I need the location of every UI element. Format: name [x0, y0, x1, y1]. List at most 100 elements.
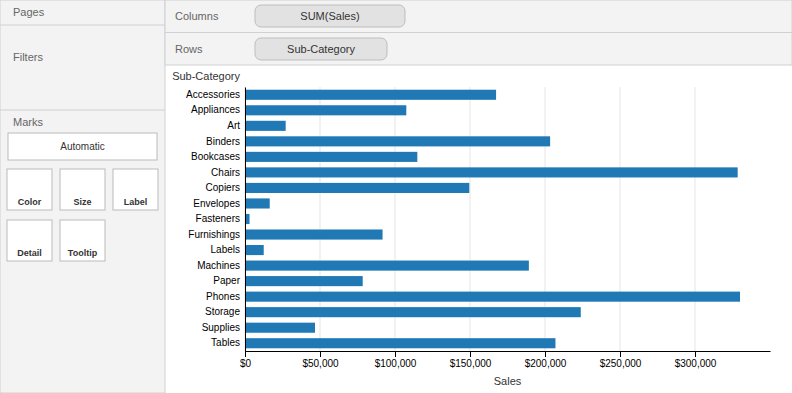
y-tick-label: Fasteners	[196, 213, 240, 224]
y-tick: Fasteners	[196, 213, 245, 224]
bar	[245, 338, 555, 348]
x-tick: $250,000	[600, 351, 642, 369]
y-tick: Machines	[197, 260, 245, 271]
y-tick: Labels	[211, 244, 245, 255]
x-tick-mark	[395, 351, 396, 357]
bar	[245, 90, 496, 100]
y-tick-label: Bookcases	[191, 151, 240, 162]
y-tick-label: Art	[227, 120, 240, 131]
x-tick-label: $50,000	[302, 358, 339, 369]
y-tick-label: Copiers	[206, 182, 240, 193]
mark-button[interactable]	[7, 220, 52, 261]
y-tick: Bookcases	[191, 151, 245, 162]
mark-button[interactable]	[60, 220, 105, 261]
y-tick-label: Storage	[205, 306, 240, 317]
y-tick: Tables	[211, 337, 245, 348]
x-tick-mark	[245, 351, 246, 357]
y-tick-label: Labels	[211, 244, 240, 255]
mark-button-label[interactable]: Label	[124, 197, 148, 207]
x-tick-label: $250,000	[600, 358, 642, 369]
x-tick-label: $150,000	[450, 358, 492, 369]
x-tick-label: $200,000	[525, 358, 567, 369]
bar	[245, 198, 270, 208]
panel-divider	[0, 110, 165, 111]
left-panel	[0, 0, 165, 393]
shelf-pill-label[interactable]: SUM(Sales)	[300, 10, 359, 22]
x-tick: $100,000	[375, 351, 417, 369]
mark-button[interactable]	[7, 169, 52, 210]
mark-button-label[interactable]: Size	[73, 197, 91, 207]
y-tick: Envelopes	[193, 198, 245, 209]
y-tick-label: Accessories	[186, 89, 240, 100]
x-axis: $0 $50,000 $100,000 $150,000 $200,000 $250,00…	[240, 351, 771, 369]
x-tick-mark	[320, 351, 321, 357]
y-tick-label: Supplies	[202, 322, 240, 333]
mark-button-label[interactable]: Detail	[17, 248, 42, 258]
section-label: Pages	[13, 6, 45, 18]
header-bg	[165, 0, 792, 65]
y-tick: Storage	[205, 306, 245, 317]
bar	[245, 245, 264, 255]
y-tick: Chairs	[211, 167, 245, 178]
y-tick-label: Paper	[213, 275, 240, 286]
dropdown-box[interactable]	[8, 133, 157, 160]
bar	[245, 261, 529, 271]
grid-line	[695, 87, 696, 351]
bar	[245, 136, 550, 146]
x-tick: $200,000	[525, 351, 567, 369]
y-axis: Accessories Appliances Art Binders Bookcases…	[186, 88, 245, 352]
x-tick-label: $100,000	[375, 358, 417, 369]
mark-button-label[interactable]: Tooltip	[68, 248, 98, 258]
bar	[245, 276, 363, 286]
x-axis-line	[246, 351, 771, 352]
y-tick-label: Binders	[206, 136, 240, 147]
bar	[245, 307, 581, 317]
y-axis-line	[245, 88, 246, 352]
y-tick-label: Envelopes	[193, 198, 240, 209]
y-tick-label: Tables	[211, 337, 240, 348]
dropdown-label[interactable]: Automatic	[60, 141, 104, 152]
x-tick: $0	[240, 351, 252, 369]
y-tick-label: Phones	[206, 291, 240, 302]
panel-divider	[0, 25, 165, 26]
bar	[245, 105, 406, 115]
plot: $0 $50,000 $100,000 $150,000 $200,000 $250,00…	[172, 70, 770, 387]
x-tick: $50,000	[302, 351, 339, 369]
bar	[245, 121, 286, 131]
grid	[245, 87, 695, 351]
shelf-pill[interactable]	[255, 38, 387, 60]
x-tick-mark	[620, 351, 621, 357]
x-tick: $150,000	[450, 351, 492, 369]
x-tick-mark	[470, 351, 471, 357]
header	[165, 0, 792, 65]
y-tick: Furnishings	[188, 229, 245, 240]
shelf-label: Rows	[175, 43, 203, 55]
bar	[245, 183, 469, 193]
y-tick-label: Machines	[197, 260, 240, 271]
y-tick: Supplies	[202, 322, 245, 333]
x-tick-label: $0	[240, 358, 252, 369]
bars	[245, 90, 740, 349]
mark-button-label[interactable]: Color	[18, 197, 42, 207]
bar	[245, 292, 740, 302]
x-tick-mark	[695, 351, 696, 357]
y-tick: Copiers	[206, 182, 245, 193]
x-tick: $300,000	[675, 351, 717, 369]
chart-svg: PagesFiltersMarksAutomaticColorSizeLabel…	[0, 0, 792, 393]
mark-button[interactable]	[60, 169, 105, 210]
bar	[245, 229, 383, 239]
grid-line	[620, 87, 621, 351]
shelf-pill[interactable]	[255, 5, 405, 27]
header-divider	[165, 32, 792, 33]
mark-button[interactable]	[113, 169, 158, 210]
bar	[245, 323, 315, 333]
y-tick-label: Furnishings	[188, 229, 240, 240]
shelf-pill-label[interactable]: Sub-Category	[287, 43, 355, 55]
bar	[245, 167, 738, 177]
y-axis-title: Sub-Category	[172, 70, 240, 82]
y-tick-label: Chairs	[211, 167, 240, 178]
y-tick: Appliances	[191, 104, 245, 115]
section-label: Filters	[13, 51, 43, 63]
y-tick: Binders	[206, 136, 245, 147]
y-tick-label: Appliances	[191, 104, 240, 115]
